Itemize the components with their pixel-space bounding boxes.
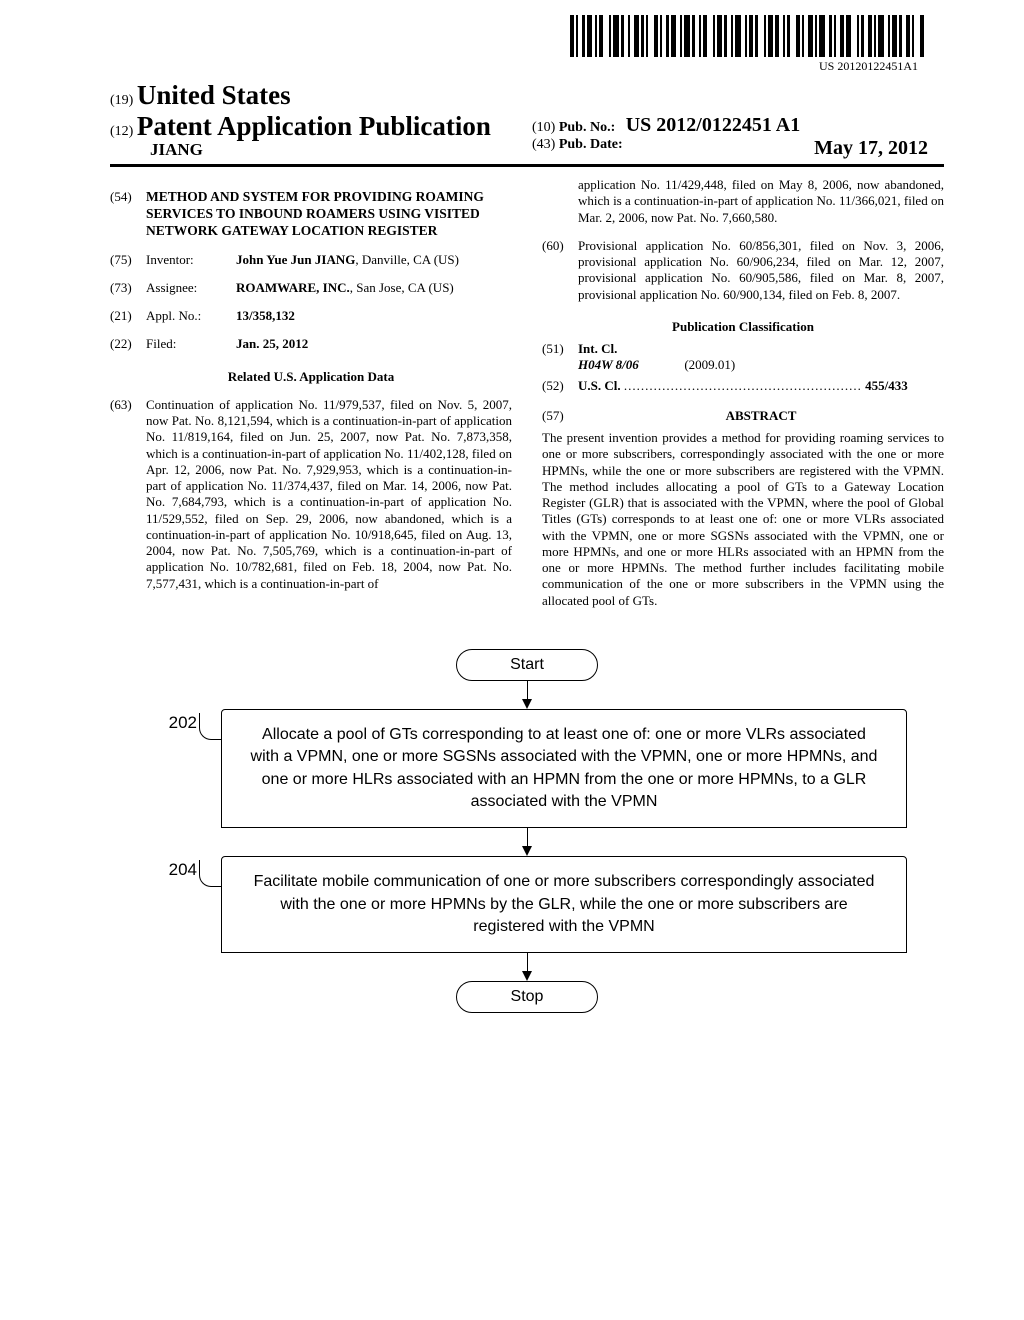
uscl-label: U.S. Cl. (578, 378, 621, 393)
title-code: (54) (110, 189, 146, 240)
cont-text-left: Continuation of application No. 11/979,5… (146, 397, 512, 592)
header-left: (19) United States (12) Patent Applicati… (110, 80, 522, 160)
abstract-text: The present invention provides a method … (542, 430, 944, 609)
author-name: JIANG (110, 140, 522, 160)
flowchart-step-1-row: 202 Allocate a pool of GTs corresponding… (147, 709, 907, 829)
flowchart-start: Start (456, 649, 598, 681)
applno-label: Appl. No.: (146, 308, 236, 324)
flowchart-step-2-tag: 204 (147, 856, 199, 880)
spacer (542, 177, 578, 226)
divider (110, 164, 944, 167)
patent-title: METHOD AND SYSTEM FOR PROVIDING ROAMING … (146, 189, 512, 240)
left-column: (54) METHOD AND SYSTEM FOR PROVIDING ROA… (110, 177, 512, 609)
filed-value: Jan. 25, 2012 (236, 336, 512, 352)
flowchart-tag-line (199, 713, 222, 740)
country-code: (19) (110, 93, 133, 108)
pub-no-label: Pub. No.: (559, 120, 615, 135)
inventor-name: John Yue Jun JIANG (236, 252, 355, 267)
flowchart-stop: Stop (456, 981, 598, 1013)
pub-date-code: (43) (532, 137, 555, 152)
pub-no: US 2012/0122451 A1 (626, 114, 800, 136)
cont-text-right: application No. 11/429,448, filed on May… (578, 177, 944, 226)
related-header: Related U.S. Application Data (110, 369, 512, 385)
pub-date-label: Pub. Date: (559, 137, 623, 152)
assignee-name: ROAMWARE, INC. (236, 280, 350, 295)
barcode-label: US 20120122451A1 (570, 59, 924, 74)
intcl-label: Int. Cl. (578, 341, 617, 356)
intcl-code: (51) (542, 341, 578, 374)
pub-date: May 17, 2012 (814, 137, 944, 160)
patent-page: US 20120122451A1 (19) United States (12)… (0, 0, 1024, 1053)
flowchart-step-2: Facilitate mobile communication of one o… (221, 856, 907, 953)
inventor-code: (75) (110, 252, 146, 268)
filed-code: (22) (110, 336, 146, 352)
pub-no-code: (10) (532, 120, 555, 135)
right-column: application No. 11/429,448, filed on May… (542, 177, 944, 609)
inventor-label: Inventor: (146, 252, 236, 268)
cont-code: (63) (110, 397, 146, 592)
flowchart-step-1: Allocate a pool of GTs corresponding to … (221, 709, 907, 829)
barcode-bars (570, 15, 924, 57)
flowchart: Start 202 Allocate a pool of GTs corresp… (147, 649, 907, 1014)
barcode-block: US 20120122451A1 (570, 15, 924, 74)
dots: ........................................… (624, 378, 862, 394)
intcl-value-code: H04W 8/06 (578, 357, 639, 372)
inventor-loc: , Danville, CA (US) (355, 252, 459, 267)
pub-type: Patent Application Publication (137, 111, 491, 141)
uscl-code: (52) (542, 378, 578, 394)
pub-type-code: (12) (110, 124, 133, 139)
assignee-label: Assignee: (146, 280, 236, 296)
assignee-loc: , San Jose, CA (US) (350, 280, 454, 295)
flowchart-step-1-tag: 202 (147, 709, 199, 733)
class-header: Publication Classification (542, 319, 944, 335)
abstract-code: (57) (542, 408, 578, 424)
flowchart-step-2-row: 204 Facilitate mobile communication of o… (147, 856, 907, 953)
header-right: (10) Pub. No.: US 2012/0122451 A1 (43) P… (522, 114, 944, 160)
abstract-header: ABSTRACT (726, 408, 797, 423)
country-name: United States (137, 80, 291, 110)
body-columns: (54) METHOD AND SYSTEM FOR PROVIDING ROA… (110, 177, 944, 609)
flowchart-tag-line (199, 860, 222, 887)
assignee-code: (73) (110, 280, 146, 296)
prov-code: (60) (542, 238, 578, 303)
header-row: (19) United States (12) Patent Applicati… (110, 80, 944, 160)
intcl-value-year: (2009.01) (684, 357, 735, 372)
filed-label: Filed: (146, 336, 236, 352)
applno-code: (21) (110, 308, 146, 324)
prov-text: Provisional application No. 60/856,301, … (578, 238, 944, 303)
applno-value: 13/358,132 (236, 308, 512, 324)
uscl-value: 455/433 (865, 378, 908, 393)
